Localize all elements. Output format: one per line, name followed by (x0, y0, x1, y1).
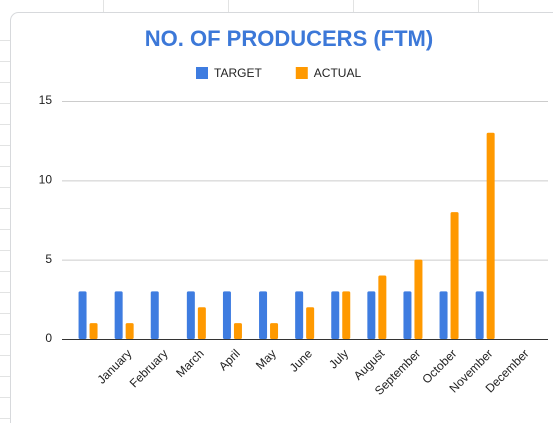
y-tick-label: 15 (39, 93, 53, 107)
bar (486, 132, 495, 339)
bar (259, 291, 268, 339)
bar (439, 291, 448, 339)
bar (233, 323, 242, 339)
bar (306, 307, 315, 339)
bar (331, 291, 340, 339)
bar (295, 291, 304, 339)
bar (378, 275, 387, 339)
bar (186, 291, 195, 339)
bar (367, 291, 376, 339)
bar (342, 291, 351, 339)
bar (78, 291, 87, 339)
y-tick-label: 10 (39, 173, 53, 187)
legend-swatch (196, 67, 208, 79)
legend-label: TARGET (214, 66, 262, 80)
bar (270, 323, 279, 339)
legend-label: ACTUAL (314, 66, 362, 80)
bar (125, 323, 134, 339)
bar (414, 259, 423, 339)
chart-title: NO. OF PRODUCERS (FTM) (145, 26, 433, 51)
bar (197, 307, 206, 339)
legend-swatch (295, 67, 308, 79)
bar (89, 323, 98, 339)
y-tick-label: 0 (45, 331, 52, 345)
bar (450, 212, 459, 339)
bar (222, 291, 231, 339)
bar (475, 291, 484, 339)
bar (150, 291, 159, 339)
bar (403, 291, 412, 339)
sheet-grid (0, 0, 479, 419)
bar (114, 291, 123, 339)
y-tick-label: 5 (45, 252, 52, 266)
